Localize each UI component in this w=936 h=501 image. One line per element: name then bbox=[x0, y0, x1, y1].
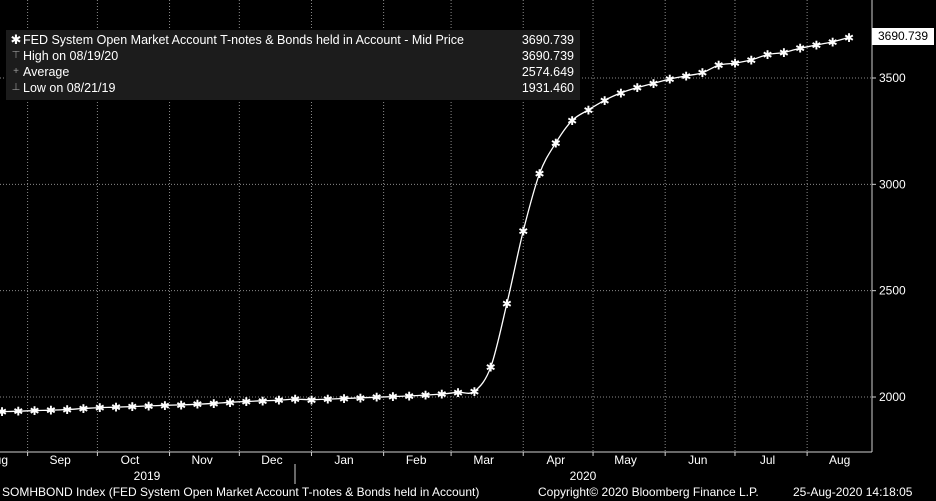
data-point-marker: ✱ bbox=[795, 42, 805, 56]
data-point-marker: ✱ bbox=[583, 103, 593, 117]
legend-series-row: ✱ FED System Open Market Account T-notes… bbox=[6, 32, 580, 48]
data-point-marker: ✱ bbox=[616, 86, 626, 100]
data-point-marker: ✱ bbox=[95, 401, 105, 415]
data-point-marker: ✱ bbox=[828, 35, 838, 49]
data-point-marker: ✱ bbox=[551, 136, 561, 150]
data-point-marker: ✱ bbox=[62, 403, 72, 417]
x-tick-label: Apr bbox=[546, 453, 565, 467]
series-markers: ✱ ✱ ✱ ✱ ✱ ✱ ✱ ✱ ✱ ✱ ✱ ✱ ✱ ✱ ✱ ✱ ✱ ✱ ✱ ✱ ✱ ✱ ✱ ✱ ✱ ✱ ✱ ✱ ✱ ✱ ✱ ✱ ✱ ✱ ✱ ✱ ✱ ✱ ✱ ✱… bbox=[0, 31, 854, 419]
x-tick-label: Oct bbox=[121, 453, 140, 467]
footer-bar: SOMHBOND Index (FED System Open Market A… bbox=[0, 484, 936, 501]
data-point-marker: ✱ bbox=[811, 39, 821, 53]
x-tick-label: Aug bbox=[0, 453, 8, 467]
data-point-marker: ✱ bbox=[339, 392, 349, 406]
data-point-marker: ✱ bbox=[486, 361, 496, 375]
legend-box: ✱ FED System Open Market Account T-notes… bbox=[6, 30, 580, 100]
x-tick-label: Feb bbox=[406, 453, 427, 467]
data-point-marker: ✱ bbox=[730, 57, 740, 71]
x-tick-label: Mar bbox=[473, 453, 494, 467]
data-point-marker: ✱ bbox=[258, 394, 268, 408]
data-point-marker: ✱ bbox=[46, 404, 56, 418]
year-label: 2019 bbox=[134, 469, 161, 483]
data-point-marker: ✱ bbox=[127, 400, 137, 414]
data-point-marker: ✱ bbox=[225, 396, 235, 410]
data-point-marker: ✱ bbox=[681, 69, 691, 83]
data-point-marker: ✱ bbox=[763, 48, 773, 62]
x-tick-label: Sep bbox=[49, 453, 71, 467]
data-point-marker: ✱ bbox=[469, 385, 479, 399]
footer-copyright: Copyright© 2020 Bloomberg Finance L.P. bbox=[538, 485, 759, 499]
data-point-marker: ✱ bbox=[697, 66, 707, 80]
data-point-marker: ✱ bbox=[567, 114, 577, 128]
x-tick-label: Nov bbox=[191, 453, 212, 467]
data-point-marker: ✱ bbox=[534, 167, 544, 181]
data-point-marker: ✱ bbox=[437, 388, 447, 402]
low-marker-icon: ⊥ bbox=[11, 82, 21, 93]
data-point-marker: ✱ bbox=[0, 405, 7, 419]
footer-index-text: SOMHBOND Index (FED System Open Market A… bbox=[2, 485, 480, 499]
series-line bbox=[1, 36, 850, 413]
legend-average-row: + Average 2574.649 bbox=[6, 64, 580, 80]
data-point-marker: ✱ bbox=[453, 386, 463, 400]
y-tick-label: 2000 bbox=[879, 390, 906, 404]
data-point-marker: ✱ bbox=[420, 389, 430, 403]
y-tick-label: 3000 bbox=[879, 177, 906, 191]
average-marker-icon: + bbox=[13, 66, 19, 77]
data-point-marker: ✱ bbox=[290, 393, 300, 407]
legend-series-label: FED System Open Market Account T-notes &… bbox=[23, 33, 464, 47]
data-point-marker: ✱ bbox=[404, 389, 414, 403]
x-tick-label: Dec bbox=[261, 453, 282, 467]
data-point-marker: ✱ bbox=[844, 31, 854, 45]
data-point-marker: ✱ bbox=[518, 225, 528, 239]
legend-low-label: Low on 08/21/19 bbox=[23, 81, 116, 95]
data-point-marker: ✱ bbox=[306, 393, 316, 407]
y-axis: 2000 2500 3000 3500 bbox=[872, 71, 906, 404]
data-point-marker: ✱ bbox=[600, 94, 610, 108]
data-point-marker: ✱ bbox=[30, 404, 40, 418]
legend-average-value: 2574.649 bbox=[521, 65, 574, 79]
data-point-marker: ✱ bbox=[372, 391, 382, 405]
data-point-marker: ✱ bbox=[274, 394, 284, 408]
x-tick-label: Jan bbox=[334, 453, 353, 467]
data-point-marker: ✱ bbox=[502, 297, 512, 311]
legend-high-label: High on 08/19/20 bbox=[23, 49, 119, 63]
y-tick-label: 2500 bbox=[879, 284, 906, 298]
legend-high-row: ⊤ High on 08/19/20 3690.739 bbox=[6, 48, 580, 64]
data-point-marker: ✱ bbox=[355, 391, 365, 405]
legend-high-value: 3690.739 bbox=[521, 49, 574, 63]
year-label: 2020 bbox=[570, 469, 597, 483]
data-point-marker: ✱ bbox=[78, 402, 88, 416]
data-point-marker: ✱ bbox=[13, 405, 23, 419]
data-point-marker: ✱ bbox=[160, 399, 170, 413]
high-marker-icon: ⊤ bbox=[11, 50, 21, 61]
x-tick-label: Jun bbox=[688, 453, 707, 467]
legend-low-value: 1931.460 bbox=[521, 81, 574, 95]
data-point-marker: ✱ bbox=[746, 53, 756, 67]
footer-timestamp: 25-Aug-2020 14:18:05 bbox=[793, 485, 913, 499]
data-point-marker: ✱ bbox=[779, 46, 789, 60]
data-point-marker: ✱ bbox=[209, 397, 219, 411]
data-point-marker: ✱ bbox=[714, 59, 724, 73]
data-point-marker: ✱ bbox=[144, 399, 154, 413]
data-point-marker: ✱ bbox=[111, 401, 121, 415]
data-point-marker: ✱ bbox=[323, 393, 333, 407]
data-point-marker: ✱ bbox=[176, 398, 186, 412]
data-point-marker: ✱ bbox=[388, 390, 398, 404]
data-point-marker: ✱ bbox=[649, 77, 659, 91]
legend-low-row: ⊥ Low on 08/21/19 1931.460 bbox=[6, 80, 580, 96]
y-tick-label: 3500 bbox=[879, 71, 906, 85]
data-point-marker: ✱ bbox=[241, 395, 251, 409]
last-value-label: 3690.739 bbox=[872, 28, 934, 45]
data-point-marker: ✱ bbox=[632, 81, 642, 95]
legend-average-label: Average bbox=[23, 65, 70, 79]
x-axis: Aug Sep Oct Nov Dec Jan Feb Mar Apr May Jun Jul Aug 2… bbox=[0, 452, 850, 484]
x-tick-label: Aug bbox=[829, 453, 850, 467]
x-tick-label: May bbox=[614, 453, 637, 467]
star-marker-icon: ✱ bbox=[10, 32, 22, 47]
x-tick-label: Jul bbox=[760, 453, 775, 467]
data-point-marker: ✱ bbox=[192, 398, 202, 412]
chart-area: 2000 2500 3000 3500 Aug Sep Oct Nov Dec Jan Feb Ma… bbox=[0, 0, 906, 484]
legend-series-value: 3690.739 bbox=[521, 33, 574, 47]
data-point-marker: ✱ bbox=[665, 73, 675, 87]
